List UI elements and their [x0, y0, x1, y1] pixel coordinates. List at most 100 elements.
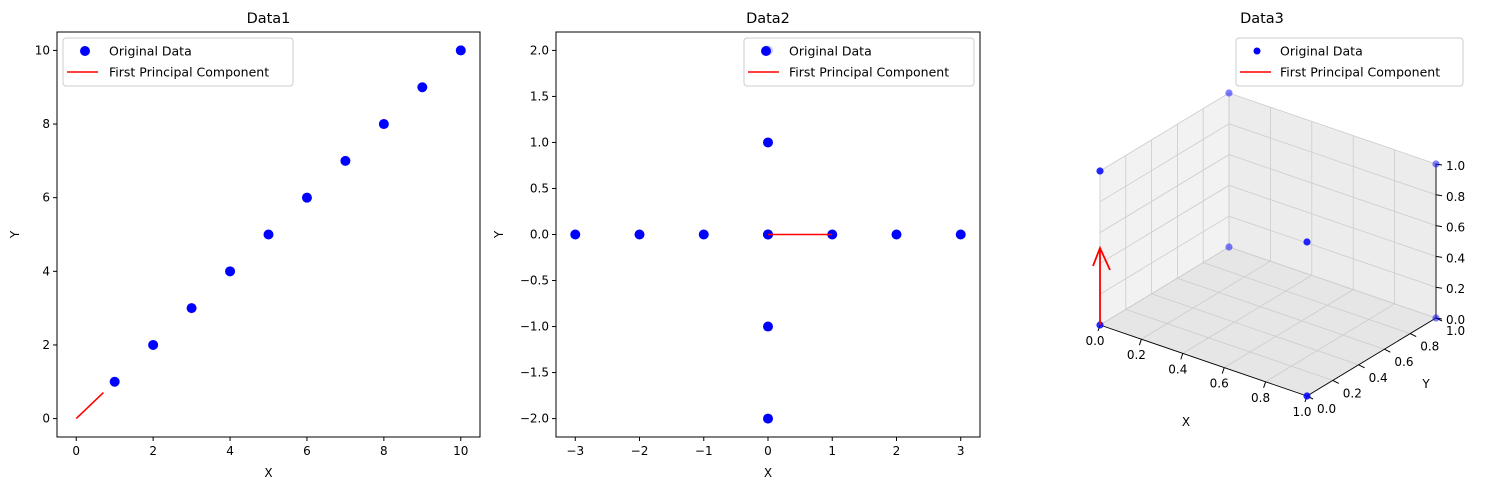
x-tick-mark: [1263, 381, 1267, 388]
data-point: [891, 229, 902, 240]
x-axis-label: X: [264, 466, 272, 480]
subplot-data1: Data1 X Y 0 2 4 6 8 10 0 2 4 6 8 10 Original Data F…: [8, 11, 481, 480]
x-tick-label: 2: [893, 444, 901, 458]
grid-line: [1182, 275, 1313, 354]
x-tick-label: −2: [631, 444, 649, 458]
z-tick-mark: [1435, 194, 1443, 197]
x-tick-label: 8: [380, 444, 388, 458]
data-point: [340, 155, 351, 166]
y-tick-label: 10: [35, 43, 50, 57]
data-point: [698, 229, 709, 240]
grid-line: [1099, 123, 1230, 203]
legend-label-points: Original Data: [789, 44, 872, 59]
data-point: [1225, 89, 1233, 97]
legend-marker-points: [80, 46, 90, 56]
y-tick-label: −1.0: [520, 320, 549, 334]
x-tick-mark: [1221, 367, 1225, 374]
x-tick-label: −1: [695, 444, 713, 458]
legend: Original Data First Principal Component: [62, 37, 294, 87]
legend-box: [62, 37, 294, 87]
y-axis-label: Y: [8, 230, 22, 239]
x-tick-label: 0.0: [1085, 334, 1104, 348]
data-point: [1225, 243, 1233, 251]
z-tick-label: 0.8: [1446, 190, 1465, 204]
z-tick-label: 0.4: [1446, 251, 1465, 265]
data-point: [763, 413, 773, 424]
y-tick-label: 2.0: [530, 43, 549, 57]
y-tick-label: 0.2: [1343, 386, 1362, 400]
x-tick-label: 0.8: [1251, 391, 1270, 405]
x-axis-label: X: [1182, 415, 1190, 429]
legend-box: [743, 37, 975, 87]
y-tick-mark: [1384, 348, 1391, 353]
legend: Original Data First Principal Component: [1235, 37, 1464, 87]
grid-line: [1228, 154, 1437, 226]
x-tick-mark: [1180, 353, 1184, 360]
data-point: [1432, 160, 1440, 168]
y-tick-label: −2.0: [520, 412, 549, 426]
grid-line: [1228, 185, 1437, 257]
data-point: [148, 339, 159, 350]
grid-line: [1228, 92, 1437, 165]
grid-line: [1228, 123, 1437, 196]
x-tick-label: 1.0: [1292, 405, 1311, 419]
z-tick-mark: [1435, 255, 1443, 258]
data-point: [763, 137, 773, 148]
y-tick-label: 6: [42, 191, 50, 205]
subplot-data2: Data2 X Y −3 −2 −1 0 1 2 3 2.0 1.5 1.0 0.5 0.0 −0.5 −…: [492, 11, 981, 480]
y-tick-label: −0.5: [520, 274, 549, 288]
subplot-data3: Data3 0.00.20.40.60.81.0 0.00.20.40.60.81…: [1085, 11, 1465, 429]
grid-line: [1177, 277, 1385, 350]
principal-component-line: [75, 391, 104, 420]
y-tick-label: 0.0: [1317, 402, 1336, 416]
grid-line: [1151, 293, 1359, 366]
legend-box: [1235, 37, 1464, 87]
legend: Original Data First Principal Component: [743, 37, 975, 87]
y-tick-label: 8: [42, 117, 50, 131]
data-point: [225, 266, 236, 277]
y-tick-mark: [1409, 333, 1417, 338]
grid-line: [1203, 262, 1411, 334]
data-point: [1096, 167, 1104, 175]
y-tick-label: 0.8: [1420, 340, 1439, 354]
data-point: [1432, 314, 1440, 322]
z-tick-mark: [1435, 286, 1443, 289]
grid-line: [1099, 92, 1230, 172]
left-pane: [1100, 93, 1229, 325]
legend-marker-points: [1253, 47, 1261, 55]
grid-line: [1265, 303, 1395, 383]
z-tick-mark: [1435, 225, 1443, 228]
grid-line: [1099, 246, 1230, 326]
axis-line: [1099, 324, 1308, 397]
grid-line: [1099, 185, 1230, 264]
chart-title: Data1: [247, 11, 291, 27]
y-tick-label: 0.4: [1369, 371, 1388, 385]
y-axis-label: Y: [492, 230, 506, 239]
data-point: [109, 376, 120, 387]
y-tick-label: 4: [42, 264, 50, 278]
grid-line: [1141, 260, 1271, 340]
y-tick-label: 1.0: [530, 135, 549, 149]
data-point: [186, 303, 197, 314]
legend-label-line: First Principal Component: [789, 65, 949, 80]
y-tick-label: 0.0: [530, 228, 549, 242]
chart-title: Data3: [1240, 11, 1284, 27]
x-tick-label: 0.6: [1210, 377, 1229, 391]
y-tick-label: 0: [42, 412, 50, 426]
data-point: [570, 229, 581, 240]
legend-label-line: First Principal Component: [109, 65, 269, 80]
data-point: [301, 192, 312, 203]
grid-line: [1099, 154, 1230, 233]
z-tick-label: 0.6: [1446, 221, 1465, 235]
x-tick-label: 6: [303, 444, 311, 458]
z-tick-label: 1.0: [1446, 159, 1465, 173]
data-point: [634, 229, 645, 240]
data-point: [763, 321, 773, 332]
y-tick-mark: [1332, 379, 1340, 384]
floor-pane: [1100, 247, 1436, 396]
data-point: [955, 229, 966, 240]
x-tick-label: 0: [72, 444, 80, 458]
back-pane: [1229, 93, 1436, 318]
z-tick-label: 0.0: [1446, 313, 1465, 327]
